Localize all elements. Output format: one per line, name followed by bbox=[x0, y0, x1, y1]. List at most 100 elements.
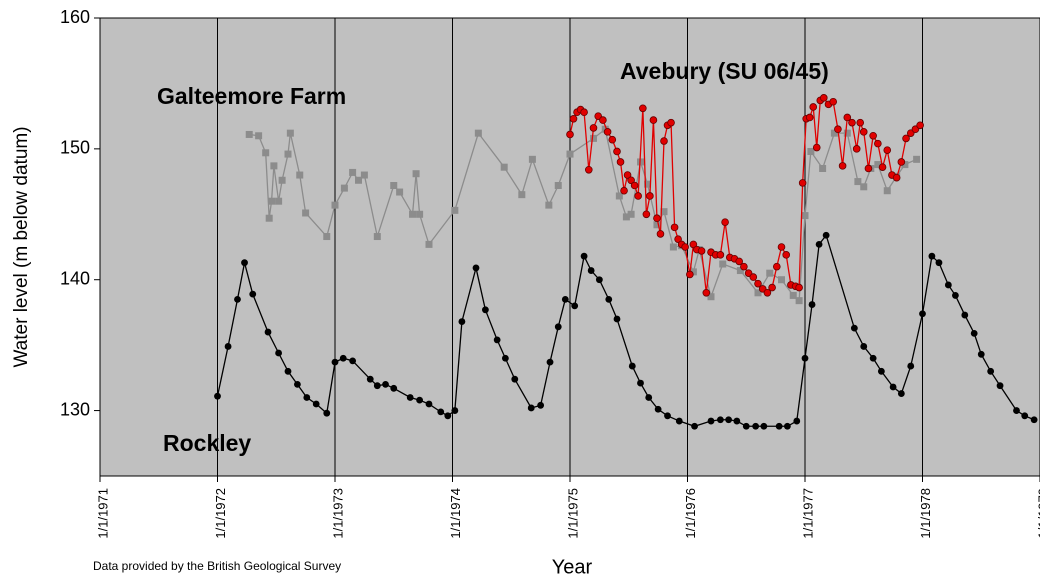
y-tick-label: 130 bbox=[60, 399, 90, 419]
point bbox=[654, 405, 662, 413]
point bbox=[262, 149, 270, 157]
point bbox=[613, 147, 621, 156]
point bbox=[829, 97, 837, 106]
point bbox=[493, 336, 501, 344]
point bbox=[812, 143, 821, 152]
point bbox=[587, 267, 595, 274]
point bbox=[801, 354, 809, 362]
point bbox=[546, 358, 554, 366]
point bbox=[284, 367, 292, 375]
point bbox=[580, 252, 588, 260]
point bbox=[919, 310, 926, 318]
point bbox=[615, 192, 623, 200]
point bbox=[864, 164, 873, 173]
point bbox=[323, 409, 331, 417]
point bbox=[686, 270, 694, 279]
point bbox=[815, 240, 823, 248]
series-label: Galteemore Farm bbox=[157, 83, 346, 109]
point bbox=[1013, 407, 1020, 414]
point bbox=[416, 210, 424, 218]
point bbox=[580, 108, 588, 117]
point bbox=[793, 417, 801, 425]
point bbox=[528, 155, 536, 163]
point bbox=[772, 262, 781, 271]
point bbox=[798, 179, 807, 187]
point bbox=[613, 315, 621, 323]
point bbox=[234, 295, 241, 303]
point bbox=[850, 324, 858, 332]
point bbox=[312, 400, 320, 408]
point bbox=[616, 158, 625, 166]
point bbox=[569, 114, 578, 123]
point bbox=[843, 113, 852, 122]
point bbox=[883, 187, 891, 195]
point bbox=[437, 408, 445, 416]
point bbox=[854, 178, 862, 186]
point bbox=[214, 392, 221, 400]
point bbox=[830, 129, 838, 137]
point bbox=[599, 116, 607, 124]
series-label: Avebury (SU 06/45) bbox=[620, 58, 829, 84]
point bbox=[735, 257, 743, 266]
y-tick-label: 140 bbox=[60, 268, 90, 288]
point bbox=[284, 150, 292, 158]
point bbox=[874, 139, 882, 148]
point bbox=[707, 417, 715, 425]
point bbox=[637, 379, 644, 387]
point bbox=[634, 192, 642, 200]
point bbox=[697, 247, 706, 255]
point bbox=[660, 137, 668, 145]
point bbox=[646, 192, 654, 200]
point bbox=[545, 201, 553, 209]
point bbox=[860, 183, 868, 191]
point bbox=[628, 362, 636, 370]
point bbox=[451, 206, 459, 214]
point bbox=[782, 251, 790, 259]
point bbox=[349, 357, 357, 365]
point bbox=[961, 311, 969, 319]
point bbox=[649, 116, 658, 124]
x-tick-label: 1/1/1975 bbox=[565, 488, 580, 539]
point bbox=[889, 383, 897, 391]
point bbox=[1021, 412, 1029, 420]
point bbox=[268, 197, 276, 205]
point bbox=[897, 390, 905, 397]
point bbox=[878, 163, 887, 171]
x-tick-label: 1/1/1974 bbox=[448, 488, 463, 539]
point bbox=[754, 279, 762, 288]
point bbox=[608, 135, 617, 144]
point bbox=[653, 214, 661, 223]
point bbox=[241, 259, 248, 267]
point bbox=[801, 212, 809, 220]
source-note: Data provided by the British Geological … bbox=[93, 559, 341, 573]
point bbox=[869, 354, 877, 362]
point bbox=[382, 381, 389, 388]
point bbox=[740, 262, 748, 271]
point bbox=[294, 381, 301, 388]
point bbox=[733, 417, 741, 425]
point bbox=[834, 125, 842, 134]
point bbox=[518, 191, 526, 199]
point bbox=[642, 210, 651, 219]
point bbox=[249, 290, 257, 298]
point bbox=[416, 396, 423, 404]
point bbox=[482, 306, 489, 314]
point bbox=[719, 260, 727, 268]
point bbox=[859, 128, 868, 136]
point bbox=[644, 180, 652, 188]
point bbox=[760, 422, 768, 430]
point bbox=[778, 276, 785, 284]
point bbox=[527, 404, 535, 412]
x-tick-label: 1/1/1979 bbox=[1035, 488, 1040, 539]
point bbox=[412, 170, 420, 178]
point bbox=[340, 184, 348, 192]
point bbox=[775, 422, 783, 430]
series bbox=[566, 94, 924, 297]
point bbox=[302, 209, 310, 217]
point bbox=[554, 181, 562, 189]
point bbox=[902, 134, 910, 143]
x-tick-label: 1/1/1971 bbox=[95, 488, 110, 539]
point bbox=[303, 394, 311, 401]
x-axis-label: Year bbox=[552, 556, 593, 578]
